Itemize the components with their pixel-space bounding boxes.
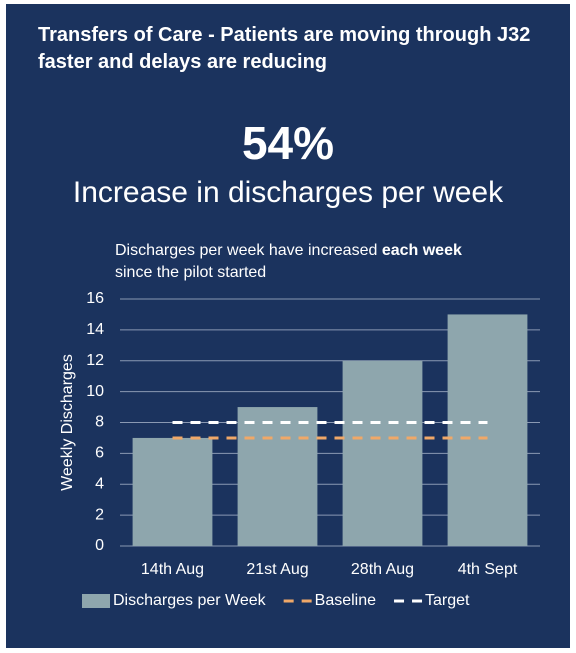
- subtitle: Discharges per week have increased each …: [115, 240, 495, 284]
- y-tick-label: 8: [95, 414, 104, 431]
- legend-label: Discharges per Week: [113, 592, 267, 609]
- bar: [237, 407, 318, 546]
- chart: 0 2 4 6 8 10 12 14 16 Weekly Discharges 14th Aug 21…: [59, 290, 540, 609]
- bar: [447, 314, 528, 546]
- subtitle-text: Discharges per week have increased: [115, 242, 382, 259]
- x-tick-label: 14th Aug: [141, 561, 204, 578]
- headline-stat: 54%: [241, 117, 335, 169]
- y-tick-label: 2: [95, 506, 104, 523]
- legend-swatch: [82, 594, 110, 608]
- y-tick-label: 16: [86, 290, 104, 307]
- y-tick-label: 6: [95, 445, 104, 462]
- y-tick-label: 4: [95, 475, 104, 492]
- x-tick-label: 21st Aug: [246, 561, 308, 578]
- bar: [342, 360, 423, 546]
- y-axis-label: Weekly Discharges: [59, 354, 76, 491]
- subtitle-text: since the pilot started: [115, 264, 267, 281]
- panel: Transfers of Care - Patients are moving …: [6, 4, 570, 648]
- x-tick-label: 28th Aug: [351, 561, 414, 578]
- y-tick-label: 0: [95, 537, 104, 554]
- x-tick-label: 4th Sept: [458, 561, 518, 578]
- headline-label: Increase in discharges per week: [72, 176, 504, 209]
- title: Transfers of Care - Patients are moving …: [38, 24, 531, 73]
- bar: [132, 437, 213, 546]
- subtitle-bold: each week: [381, 242, 462, 259]
- legend-label: Baseline: [315, 592, 376, 609]
- y-tick-label: 12: [86, 352, 104, 369]
- y-tick-label: 14: [86, 321, 104, 338]
- y-tick-label: 10: [86, 383, 104, 400]
- legend-label: Target: [425, 592, 470, 609]
